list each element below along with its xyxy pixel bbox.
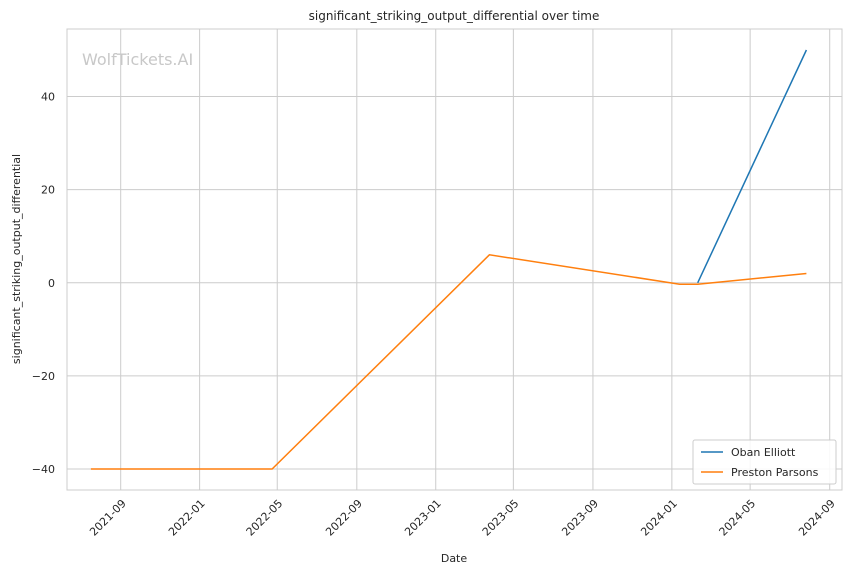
legend-label: Preston Parsons <box>731 466 819 479</box>
x-tick-label: 2023-05 <box>480 497 522 539</box>
x-tick-label: 2024-01 <box>638 497 680 539</box>
y-tick-label: 0 <box>48 277 55 290</box>
x-tick-label: 2022-05 <box>244 497 286 539</box>
y-tick-label: −40 <box>32 463 55 476</box>
y-tick-label: 40 <box>41 91 55 104</box>
y-tick-label: −20 <box>32 370 55 383</box>
x-tick-label: 2022-01 <box>166 497 208 539</box>
chart-title: significant_striking_output_differential… <box>309 9 600 23</box>
x-tick-label: 2024-09 <box>796 497 838 539</box>
x-tick-label: 2023-01 <box>402 497 444 539</box>
legend: Oban Elliott Preston Parsons <box>692 439 837 485</box>
x-tick-label: 2023-09 <box>559 497 601 539</box>
legend-box <box>692 439 837 485</box>
x-axis-title: Date <box>441 552 468 565</box>
series-line-0 <box>697 49 808 284</box>
plot-area <box>66 28 843 491</box>
x-tick-label: 2022-09 <box>323 497 365 539</box>
x-tick-label: 2024-05 <box>717 497 759 539</box>
series-line-1 <box>90 254 807 470</box>
x-tick-label: 2021-09 <box>87 497 129 539</box>
series-layer <box>90 49 808 470</box>
y-tick-label: 20 <box>41 184 55 197</box>
watermark: WolfTickets.AI <box>82 50 193 69</box>
legend-label: Oban Elliott <box>731 446 796 459</box>
y-axis-title: significant_striking_output_differential <box>10 154 23 364</box>
